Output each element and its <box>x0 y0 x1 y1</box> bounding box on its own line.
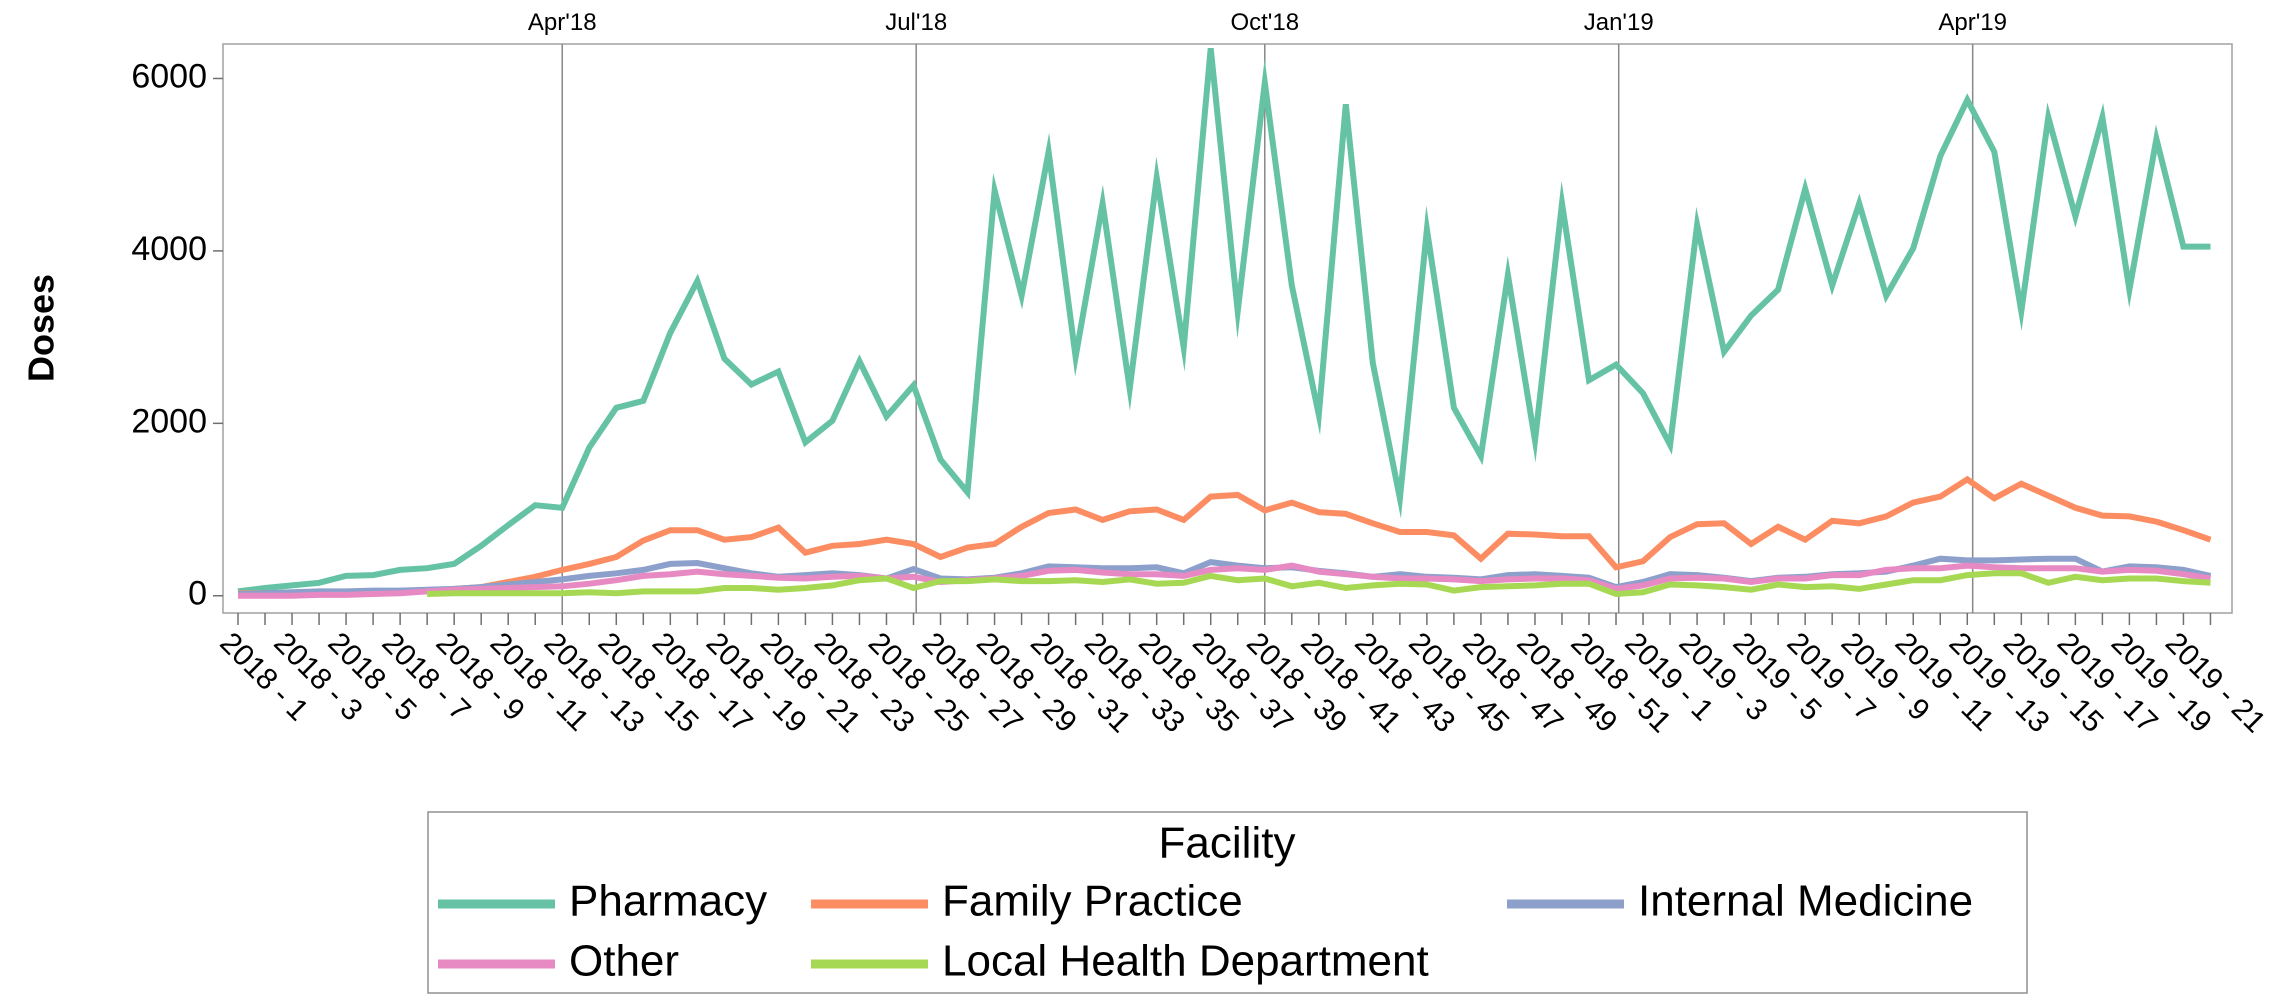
legend-label: Pharmacy <box>569 877 767 926</box>
legend-title: Facility <box>1159 819 1296 868</box>
y-tick-label: 2000 <box>131 402 207 440</box>
series-line <box>238 475 2212 597</box>
legend-box <box>427 811 2028 994</box>
series-line <box>427 570 2211 598</box>
reference-label: Jul'18 <box>885 9 947 36</box>
series-line <box>237 47 2211 595</box>
y-tick-label: 6000 <box>131 57 207 95</box>
reference-label: Jan'19 <box>1584 9 1654 36</box>
series-line <box>238 562 2211 599</box>
y-axis-label: Doses <box>21 274 62 382</box>
y-tick-label: 4000 <box>131 230 207 268</box>
plot-frame <box>222 43 2233 614</box>
reference-label: Oct'18 <box>1230 9 1299 36</box>
legend-label: Family Practice <box>942 877 1243 926</box>
legend-label: Local Health Department <box>942 937 1429 986</box>
legend-label: Internal Medicine <box>1638 877 1973 926</box>
reference-label: Apr'19 <box>1938 9 2007 36</box>
y-tick-label: 0 <box>188 575 207 613</box>
legend-label: Other <box>569 937 679 986</box>
reference-label: Apr'18 <box>528 9 597 36</box>
